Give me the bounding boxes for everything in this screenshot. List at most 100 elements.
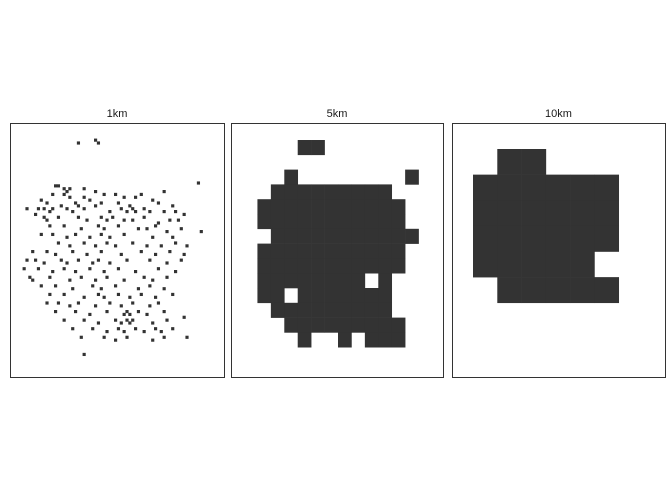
occupied-cell <box>270 228 285 244</box>
occupied-cell <box>96 292 101 297</box>
occupied-cell <box>82 207 86 211</box>
occupied-cell <box>119 252 123 257</box>
occupied-cell <box>96 321 101 325</box>
occupied-cell <box>79 335 83 339</box>
occupied-cell <box>28 275 32 279</box>
occupied-cell <box>108 210 112 214</box>
occupied-cell <box>521 277 547 304</box>
occupied-cell <box>378 273 393 289</box>
occupied-cell <box>54 284 58 288</box>
occupied-cell <box>31 278 35 282</box>
occupied-cell <box>139 292 143 297</box>
occupied-cell <box>88 312 92 317</box>
occupied-cell <box>176 218 181 222</box>
occupied-cell <box>102 270 106 274</box>
occupied-cell <box>131 318 135 322</box>
occupied-cell <box>165 230 169 234</box>
occupied-cell <box>102 192 106 197</box>
occupied-cell <box>105 330 109 334</box>
panel-border <box>10 123 225 378</box>
occupied-cell <box>139 192 143 197</box>
occupied-cell <box>156 201 161 205</box>
occupied-cell <box>48 275 52 279</box>
occupied-cell <box>156 221 161 225</box>
occupied-cell <box>82 187 86 191</box>
occupied-cell <box>405 169 419 185</box>
occupied-cell <box>62 267 66 271</box>
occupied-cell <box>270 258 285 274</box>
occupied-cell <box>171 235 175 239</box>
occupied-cell <box>174 241 178 245</box>
occupied-cell <box>65 207 69 211</box>
occupied-cell <box>270 288 285 304</box>
occupied-cell <box>311 243 325 259</box>
occupied-cell <box>36 267 41 271</box>
occupied-cell <box>182 315 186 319</box>
occupied-cell <box>364 317 379 333</box>
facet-panel-10km: 10km <box>452 108 666 378</box>
occupied-cell <box>284 184 299 200</box>
occupied-cell <box>25 207 29 211</box>
occupied-cell <box>39 232 43 237</box>
occupied-cell <box>378 302 393 318</box>
occupied-cell <box>116 327 121 331</box>
occupied-cell <box>545 200 571 227</box>
occupied-cell <box>521 225 547 252</box>
occupied-cell <box>391 317 406 333</box>
occupied-cell <box>74 232 78 237</box>
occupied-cell <box>594 277 620 304</box>
occupied-cell <box>154 295 158 299</box>
occupied-cell <box>22 267 26 271</box>
occupied-cell <box>71 287 75 291</box>
occupied-cell <box>122 312 126 317</box>
occupied-cell <box>570 251 595 278</box>
occupied-cell <box>311 273 325 289</box>
occupied-cell <box>151 198 155 202</box>
occupied-cell <box>570 225 595 252</box>
occupied-cell <box>45 301 49 305</box>
occupied-cell <box>116 201 121 205</box>
occupied-cell <box>311 288 325 304</box>
occupied-cell <box>54 310 58 314</box>
occupied-cell <box>91 261 95 265</box>
occupied-cell <box>119 304 123 308</box>
occupied-cell <box>156 301 161 305</box>
occupied-cell <box>162 310 166 314</box>
occupied-cell <box>364 199 379 215</box>
occupied-cell <box>51 207 55 211</box>
occupied-cell <box>338 184 352 200</box>
occupied-cell <box>105 241 109 245</box>
occupied-cell <box>114 318 118 322</box>
occupied-cell <box>76 204 81 208</box>
occupied-cell <box>391 243 406 259</box>
occupied-cell <box>338 214 352 230</box>
occupied-cell <box>68 304 72 308</box>
occupied-cell <box>102 227 106 231</box>
occupied-cell <box>284 273 299 289</box>
occupied-cell <box>59 258 63 262</box>
occupied-cell <box>96 258 101 262</box>
occupied-cell <box>171 204 175 208</box>
facet-label: 1km <box>107 108 128 120</box>
occupied-cell <box>364 214 379 230</box>
occupied-cell <box>159 330 163 334</box>
occupied-cell <box>162 335 166 339</box>
occupied-cell <box>45 218 49 222</box>
occupied-cell <box>311 228 325 244</box>
occupied-cell <box>94 244 98 248</box>
occupied-cell <box>185 335 189 339</box>
occupied-cell <box>284 169 299 185</box>
occupied-cell <box>378 332 393 348</box>
occupied-cell <box>36 207 41 211</box>
occupied-cell <box>82 195 86 199</box>
occupied-cell <box>82 295 86 299</box>
occupied-cell <box>56 215 61 219</box>
occupied-cell <box>338 258 352 274</box>
occupied-cell <box>338 228 352 244</box>
occupied-cell <box>165 261 169 265</box>
occupied-cell <box>311 184 325 200</box>
occupied-cell <box>102 335 106 339</box>
occupied-cell <box>31 250 35 254</box>
occupied-cell <box>324 288 339 304</box>
